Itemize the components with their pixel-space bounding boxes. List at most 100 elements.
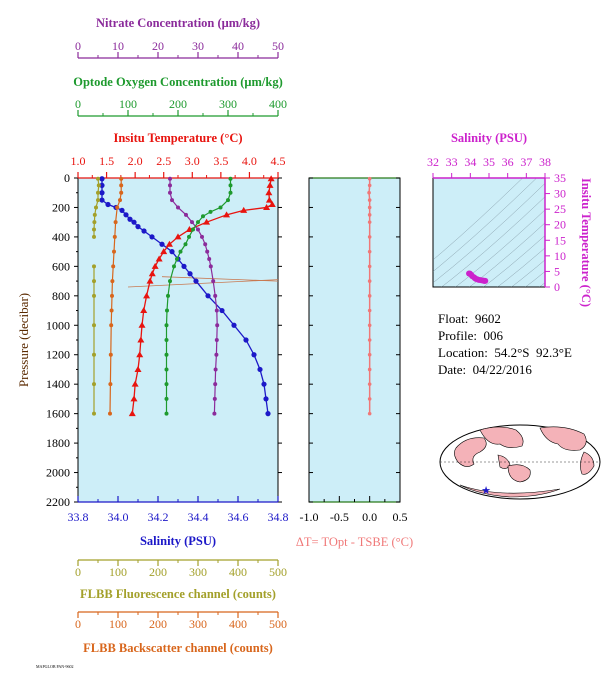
nitrate-point — [168, 176, 172, 181]
oxygen-point — [226, 198, 230, 203]
main-profile-panel: 0200400600800100012001400160018002000220… — [16, 16, 289, 655]
dt-point — [367, 397, 372, 401]
globe-landmass — [539, 426, 587, 451]
ts-x-tick-label: 35 — [483, 155, 495, 169]
temperature-point — [138, 321, 146, 328]
fluorescence-tick-label: 100 — [109, 565, 127, 579]
dt-point — [367, 294, 372, 298]
oxygen-tick-label: 400 — [269, 97, 287, 111]
temperature-tick-label: 1.5 — [99, 154, 114, 168]
salinity-point — [243, 337, 249, 343]
oxygen-tick-label: 300 — [219, 97, 237, 111]
temperature-point — [263, 203, 271, 210]
ts-x-title: Salinity (PSU) — [451, 131, 527, 145]
fluorescence-point — [92, 382, 96, 387]
oxygen-axis-title: Optode Oxygen Concentration (μm/kg) — [73, 75, 283, 89]
backscatter-tick-label: 200 — [149, 617, 167, 631]
globe-landmass — [479, 426, 524, 448]
dt-point — [367, 352, 372, 357]
fluorescence-point — [92, 212, 97, 217]
ts-x-tick-label: 36 — [502, 155, 514, 169]
temperature-point — [265, 196, 273, 203]
temperature-tick-label: 1.0 — [71, 154, 86, 168]
pressure-tick-label: 1600 — [46, 407, 70, 421]
anomaly-line — [127, 279, 279, 288]
temperature-point — [160, 248, 168, 255]
pressure-tick-label: 200 — [52, 200, 70, 214]
ts-plot-area — [432, 177, 546, 288]
nitrate-point — [213, 382, 218, 387]
nitrate-point — [207, 257, 212, 261]
temperature-tick-label: 4.5 — [271, 154, 286, 168]
pressure-tick-label: 1200 — [46, 348, 70, 362]
temperature-point — [268, 201, 276, 208]
nitrate-point — [184, 212, 188, 217]
salinity-point — [231, 322, 237, 328]
temperature-point — [267, 175, 275, 182]
fluorescence-point — [92, 264, 96, 269]
dt-tick-label: 0.5 — [393, 510, 408, 524]
globe-landmass — [507, 464, 531, 483]
fluorescence-point — [92, 227, 96, 232]
temperature-tick-label: 2.5 — [156, 154, 171, 168]
backscatter-tick-label: 500 — [269, 617, 287, 631]
oxygen-tick-label: 100 — [119, 97, 137, 111]
location-text: Location: 54.2°S 92.3°E — [438, 345, 572, 360]
salinity-axis-title: Salinity (PSU) — [140, 534, 216, 548]
pressure-tick-label: 1400 — [46, 377, 70, 391]
backscatter-point — [109, 323, 114, 328]
dt-tick-label: -1.0 — [300, 510, 319, 524]
oxygen-point — [228, 183, 233, 188]
backscatter-point — [115, 205, 120, 210]
oxygen-point — [164, 396, 169, 401]
dt-plot-area — [308, 177, 401, 503]
salinity-point — [99, 182, 105, 188]
nitrate-point — [196, 227, 200, 232]
ts-x-tick-label: 34 — [464, 155, 476, 169]
nitrate-tick-label: 50 — [272, 39, 284, 53]
fluorescence-point — [96, 183, 101, 188]
salinity-point — [99, 197, 105, 203]
ts-x-tick-label: 32 — [427, 155, 439, 169]
backscatter-point — [118, 198, 122, 203]
backscatter-point — [108, 411, 112, 416]
salinity-point — [99, 190, 105, 196]
backscatter-axis-title: FLBB Backscatter channel (counts) — [83, 641, 273, 655]
salinity-point — [127, 216, 133, 222]
temperature-point — [130, 395, 138, 402]
globe-landmass — [497, 454, 511, 469]
ts-isopycnal — [455, 209, 545, 287]
temperature-point — [134, 365, 142, 372]
delta-t-panel: -1.0 -0.5 0.0 0.5 ΔT= TOpt - TSBE (°C) — [296, 176, 413, 549]
fluorescence-point — [96, 198, 100, 203]
nitrate-point — [200, 234, 204, 239]
oxygen-point — [228, 190, 233, 195]
oxygen-point — [191, 227, 195, 232]
fluorescence-point — [92, 279, 96, 284]
pressure-tick-label: 800 — [52, 289, 70, 303]
temperature-point — [155, 255, 163, 262]
fluorescence-point — [96, 190, 100, 195]
oxygen-point — [164, 367, 169, 372]
oxygen-point — [164, 411, 169, 416]
pressure-axis-label: Pressure (decibar) — [16, 293, 31, 387]
backscatter-tick-label: 0 — [75, 617, 81, 631]
backscatter-tick-label: 400 — [229, 617, 247, 631]
temperature-tick-label: 2.0 — [128, 154, 143, 168]
temperature-tick-label: 3.0 — [185, 154, 200, 168]
backscatter-point — [119, 176, 124, 181]
ts-isopycnal — [441, 196, 545, 287]
salinity-tick-label: 34.6 — [228, 510, 249, 524]
ts-isopycnal — [497, 247, 545, 287]
temperature-point — [266, 181, 274, 188]
salinity-tick-label: 34.4 — [188, 510, 209, 524]
ts-y-tick-label: 15 — [554, 233, 566, 247]
nitrate-point — [205, 249, 210, 254]
temperature-point — [174, 233, 182, 240]
dt-point — [367, 323, 372, 328]
backscatter-point — [119, 183, 124, 188]
fluorescence-axis-title: FLBB Fluorescence channel (counts) — [80, 587, 276, 601]
salinity-tick-label: 34.8 — [268, 510, 289, 524]
temperature-point — [148, 270, 156, 277]
salinity-tick-label: 33.8 — [68, 510, 89, 524]
